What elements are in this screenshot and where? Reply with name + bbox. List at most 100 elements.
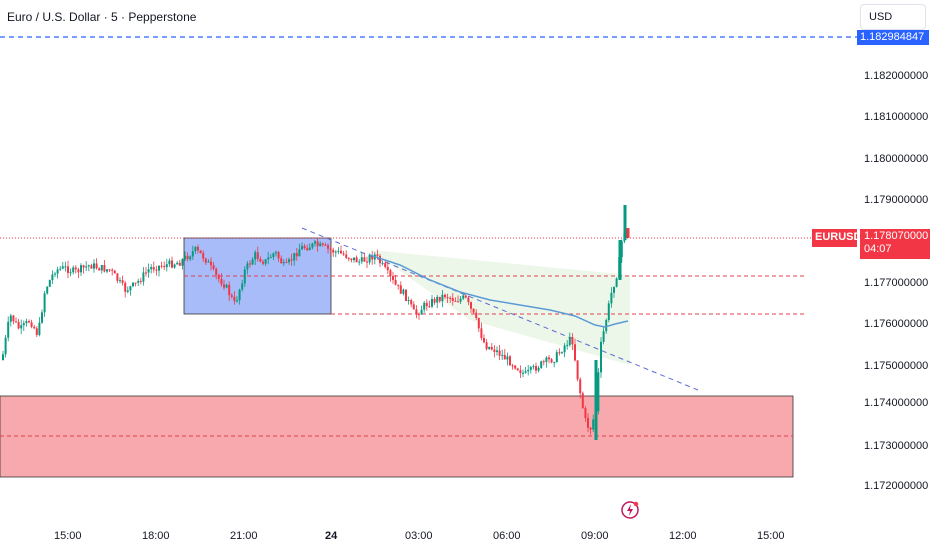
candle-body [98, 268, 101, 271]
candle-body [314, 241, 316, 244]
candle-body [514, 365, 517, 369]
candle-body [503, 354, 506, 360]
time-tick: 03:00 [405, 530, 433, 542]
candle-body [272, 253, 275, 258]
candle-body [353, 257, 355, 261]
candle-body [264, 259, 267, 264]
candle-body [311, 243, 314, 248]
candle-body [238, 289, 241, 301]
flash-icon[interactable] [620, 500, 640, 525]
time-tick: 18:00 [142, 530, 170, 542]
candle-body [540, 361, 543, 368]
candle-body [269, 257, 272, 259]
candle-body [285, 262, 288, 264]
candle-body [454, 300, 457, 302]
candle-body [171, 260, 173, 268]
candle-body [358, 261, 361, 263]
candle-body [501, 354, 504, 356]
candle-body [446, 297, 449, 299]
candle-body [85, 266, 88, 268]
candle-body [553, 362, 556, 364]
candle-body [425, 302, 428, 307]
candle-body [288, 259, 290, 263]
candle-body [308, 247, 311, 251]
price-tick: 1.180000000 [864, 153, 929, 165]
candle-body [610, 292, 613, 304]
price-tick: 1.179000000 [864, 194, 929, 206]
candle-body [340, 250, 342, 254]
time-tick: 24 [325, 530, 338, 542]
candle-body [69, 272, 72, 274]
candle-body [108, 269, 111, 271]
candle-body [103, 265, 106, 272]
candle-body [485, 342, 488, 350]
candle-body [134, 282, 137, 284]
candle-body [298, 249, 301, 257]
candle-body [7, 321, 10, 338]
candle-body [282, 262, 285, 264]
symbol-tag: EURUSD [812, 229, 861, 247]
candle-body [262, 261, 264, 264]
candle-body [215, 268, 218, 275]
candle-body [592, 419, 595, 430]
candle-body [623, 205, 627, 240]
candle-body [145, 272, 147, 274]
candle-body [275, 252, 277, 254]
candle-body [332, 249, 335, 253]
candle-body [568, 336, 571, 345]
candle-body [301, 246, 303, 250]
price-tick: 1.175000000 [864, 360, 929, 372]
candle-body [522, 372, 524, 374]
candle-body [267, 257, 270, 260]
candle-body [236, 300, 238, 302]
candle-body [48, 280, 51, 287]
candle-body [529, 366, 532, 370]
price-tick: 1.181000000 [864, 111, 929, 123]
candle-body [111, 269, 114, 271]
candle-body [509, 356, 511, 366]
current-price-tag: 1.178070000 04:07 [860, 229, 930, 259]
currency-selector[interactable]: USD [860, 4, 926, 30]
candle-body [160, 265, 163, 267]
candle-body [407, 300, 410, 302]
time-tick: 12:00 [669, 530, 697, 542]
countdown-timer: 04:07 [864, 243, 892, 255]
candle-body [158, 265, 160, 271]
candle-body [399, 285, 402, 294]
candle-body [59, 268, 62, 270]
candle-body [80, 265, 82, 273]
current-price-value: 1.178070000 [864, 230, 929, 242]
candle-body [464, 295, 467, 298]
candle-body [121, 280, 124, 283]
candle-body [220, 278, 223, 285]
candle-body [418, 314, 420, 316]
candle-body [589, 427, 592, 430]
candle-body [256, 252, 259, 259]
candle-body [191, 251, 194, 257]
candle-body [477, 317, 480, 329]
candle-body [467, 297, 470, 303]
time-tick: 15:00 [54, 530, 82, 542]
candle-body [363, 257, 366, 262]
candle-body [246, 263, 249, 270]
chart-title: Euro / U.S. Dollar · 5 · Pepperstone [7, 10, 197, 24]
candle-body [472, 308, 475, 313]
time-tick: 06:00 [493, 530, 521, 542]
candle-body [303, 246, 306, 249]
candle-body [602, 331, 605, 342]
candle-body [277, 252, 280, 259]
candle-body [87, 265, 90, 267]
candle-body [207, 261, 210, 263]
candle-body [431, 298, 433, 307]
candle-body [423, 302, 426, 310]
candle-body [129, 286, 132, 291]
candle-body [202, 253, 205, 259]
candle-body [35, 328, 38, 335]
candle-body [4, 337, 7, 355]
candle-body [511, 365, 514, 367]
time-tick: 09:00 [581, 530, 609, 542]
candle-body [384, 263, 387, 268]
candle-body [116, 273, 119, 281]
candle-body [381, 263, 384, 265]
